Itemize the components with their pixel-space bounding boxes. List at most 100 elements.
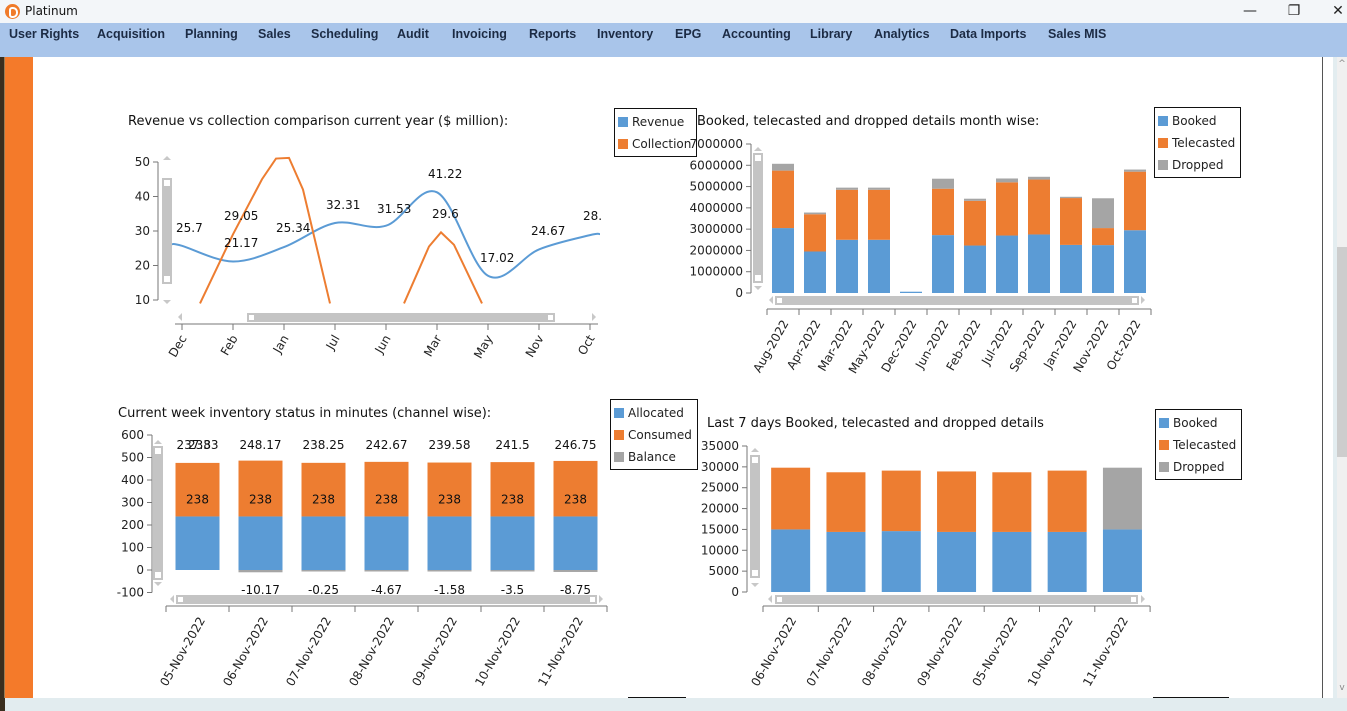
bar-segment-telecasted[interactable] [996,182,1018,236]
menu-inventory[interactable]: Inventory [597,27,654,41]
menu-epg[interactable]: EPG [675,27,702,41]
bar-segment-balance[interactable] [490,570,535,572]
bar-segment-balance[interactable] [553,570,598,572]
bar-segment-telecasted[interactable] [1060,198,1082,245]
bar-segment-telecasted[interactable] [964,200,986,246]
zoom-scrollbar-horizontal[interactable] [775,296,1139,305]
menu-sales-mis[interactable]: Sales MIS [1048,27,1107,41]
zoom-scrollbar-vertical[interactable] [162,178,172,284]
bar-segment-booked[interactable] [1124,230,1146,293]
menu-acquisition[interactable]: Acquisition [97,27,166,41]
zoom-scrollbar-vertical[interactable] [153,446,163,580]
bar-segment-balance[interactable] [301,570,346,572]
minimize-button[interactable]: — [1243,3,1257,19]
legend-item-booked[interactable]: Booked [1159,412,1236,434]
bar-segment-telecasted[interactable] [772,170,794,229]
bar-segment-booked[interactable] [964,245,986,293]
bar-segment-booked[interactable] [1060,244,1082,293]
legend-item-allocated[interactable]: Allocated [614,402,692,424]
bar-segment-telecasted[interactable] [881,470,921,532]
bar-segment-dropped[interactable] [1028,176,1050,180]
bar-segment-consumed[interactable] [238,460,283,517]
legend-item-revenue[interactable]: Revenue [618,111,691,133]
legend-item-consumed[interactable]: Consumed [614,424,692,446]
bar-segment-booked[interactable] [1102,529,1142,592]
bar-segment-telecasted[interactable] [804,214,826,252]
bar-segment-telecasted[interactable] [1124,171,1146,231]
bar-segment-booked[interactable] [881,531,921,592]
menu-data-imports[interactable]: Data Imports [950,27,1027,41]
menu-analytics[interactable]: Analytics [874,27,930,41]
menu-accounting[interactable]: Accounting [722,27,791,41]
bar-segment-consumed[interactable] [427,462,472,517]
bar-segment-allocated[interactable] [427,516,472,570]
bar-segment-booked[interactable] [836,239,858,293]
legend-item-booked[interactable]: Booked [1158,110,1235,132]
bar-segment-consumed[interactable] [301,462,346,517]
bar-segment-booked[interactable] [992,531,1032,592]
legend-item-balance[interactable]: Balance [614,446,692,468]
bar-segment-balance[interactable] [427,570,472,572]
legend-item-dropped[interactable]: Dropped [1158,154,1235,176]
legend-item-dropped[interactable]: Dropped [1159,456,1236,478]
bar-segment-dropped[interactable] [804,212,826,215]
bar-segment-booked[interactable] [868,239,890,293]
menu-invoicing[interactable]: Invoicing [452,27,507,41]
bar-segment-booked[interactable] [932,235,954,293]
zoom-scrollbar-vertical[interactable] [750,455,760,578]
bar-segment-allocated[interactable] [553,516,598,570]
bar-segment-allocated[interactable] [364,516,409,570]
bar-segment-allocated[interactable] [301,516,346,570]
bar-segment-consumed[interactable] [175,462,220,517]
bar-segment-booked[interactable] [996,235,1018,293]
bar-segment-dropped[interactable] [1102,467,1142,530]
menu-library[interactable]: Library [810,27,853,41]
zoom-scrollbar-horizontal[interactable] [775,595,1138,604]
bar-segment-booked[interactable] [900,291,922,293]
menu-audit[interactable]: Audit [397,27,429,41]
bar-segment-dropped[interactable] [772,163,794,171]
bar-segment-booked[interactable] [937,531,977,592]
bar-segment-telecasted[interactable] [771,467,811,530]
bar-segment-booked[interactable] [1028,234,1050,293]
bar-segment-telecasted[interactable] [937,471,977,532]
bar-segment-dropped[interactable] [996,178,1018,183]
bar-segment-dropped[interactable] [1092,198,1114,229]
bar-segment-booked[interactable] [804,251,826,293]
bar-segment-allocated[interactable] [238,516,283,570]
bar-segment-consumed[interactable] [490,462,535,517]
bar-segment-telecasted[interactable] [1092,228,1114,246]
bar-segment-booked[interactable] [1092,245,1114,293]
menu-reports[interactable]: Reports [529,27,577,41]
legend-item-collection[interactable]: Collection [618,133,691,155]
zoom-scrollbar-horizontal[interactable] [176,595,597,604]
bar-segment-telecasted[interactable] [1047,470,1087,532]
scroll-up-icon[interactable]: ^ [1338,59,1346,69]
legend-item-telecasted[interactable]: Telecasted [1159,434,1236,456]
bar-segment-telecasted[interactable] [992,472,1032,532]
bar-segment-telecasted[interactable] [1028,179,1050,235]
bar-segment-dropped[interactable] [1124,169,1146,172]
bar-segment-dropped[interactable] [932,178,954,189]
bar-segment-consumed[interactable] [364,461,409,517]
bar-segment-telecasted[interactable] [836,189,858,240]
bar-segment-booked[interactable] [771,529,811,592]
menu-planning[interactable]: Planning [185,27,238,41]
legend-item-telecasted[interactable]: Telecasted [1158,132,1235,154]
bar-segment-balance[interactable] [364,570,409,572]
bar-segment-telecasted[interactable] [868,189,890,240]
bar-segment-dropped[interactable] [964,198,986,201]
bar-segment-dropped[interactable] [836,187,858,190]
zoom-scrollbar-horizontal[interactable] [247,313,555,322]
close-button[interactable]: ✕ [1332,3,1344,19]
restore-button[interactable]: ❐ [1287,3,1301,19]
menu-user-rights[interactable]: User Rights [9,27,80,41]
bar-segment-telecasted[interactable] [932,188,954,236]
scrollbar-thumb[interactable] [1337,247,1347,457]
bar-segment-allocated[interactable] [175,516,220,570]
bar-segment-booked[interactable] [772,228,794,293]
scroll-down-icon[interactable]: v [1339,683,1345,693]
bar-segment-dropped[interactable] [868,187,890,190]
vertical-scrollbar[interactable]: ^ v [1333,57,1347,698]
menu-scheduling[interactable]: Scheduling [311,27,379,41]
